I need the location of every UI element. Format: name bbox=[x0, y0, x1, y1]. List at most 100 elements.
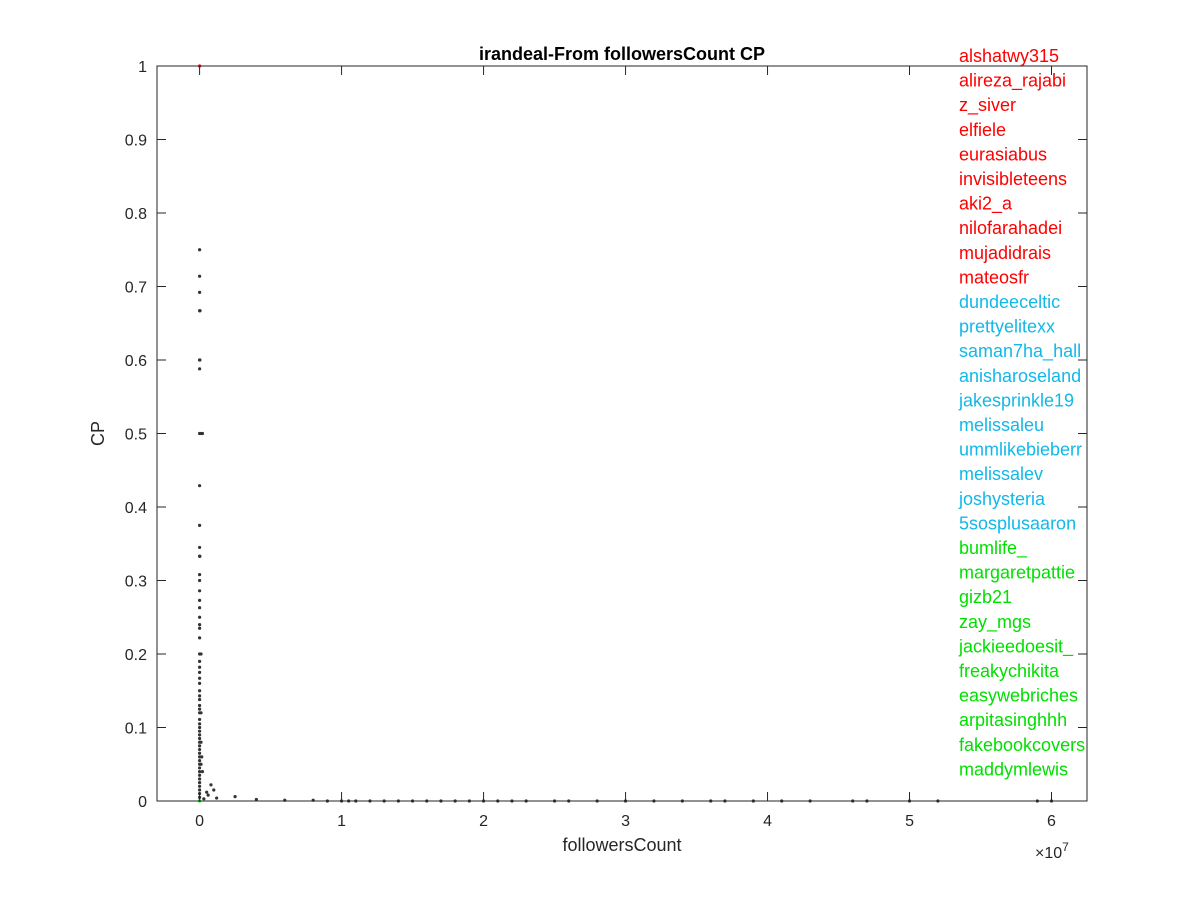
data-point bbox=[197, 573, 202, 577]
data-point bbox=[197, 248, 202, 252]
data-point bbox=[197, 676, 202, 680]
user-label: aki2_a bbox=[959, 194, 1013, 215]
user-label: prettyelitexx bbox=[959, 317, 1055, 337]
data-point bbox=[197, 681, 202, 686]
data-point bbox=[197, 274, 202, 278]
y-tick-label: 0.5 bbox=[125, 427, 147, 444]
data-point bbox=[197, 736, 202, 741]
x-tick-label: 6 bbox=[1047, 813, 1056, 830]
data-point bbox=[197, 773, 202, 777]
x-tick-label: 1 bbox=[337, 813, 346, 830]
user-label: bumlife_ bbox=[959, 538, 1028, 559]
data-point bbox=[197, 290, 202, 294]
data-point bbox=[206, 793, 210, 797]
user-label: arpitasinghhh bbox=[959, 710, 1067, 730]
y-axis-label: CP bbox=[88, 421, 108, 446]
user-label: gizb21 bbox=[959, 587, 1012, 607]
data-point bbox=[197, 626, 202, 630]
data-point bbox=[197, 670, 202, 674]
data-point bbox=[197, 689, 202, 693]
data-point bbox=[197, 781, 202, 785]
data-point bbox=[197, 636, 202, 640]
user-label: elfiele bbox=[959, 120, 1006, 140]
data-point bbox=[212, 788, 216, 792]
user-label: maddymlewis bbox=[959, 759, 1068, 779]
data-point bbox=[200, 431, 205, 436]
user-label: 5sosplusaaron bbox=[959, 513, 1076, 533]
user-label: alireza_rajabi bbox=[959, 71, 1066, 92]
data-point bbox=[202, 797, 206, 801]
user-label: anisharoseland bbox=[959, 366, 1081, 386]
data-point bbox=[200, 755, 204, 759]
x-tick-label: 0 bbox=[195, 813, 204, 830]
y-tick-label: 0.8 bbox=[125, 206, 147, 223]
data-point bbox=[197, 722, 202, 726]
data-point bbox=[199, 652, 203, 656]
data-point bbox=[197, 606, 202, 610]
data-point bbox=[197, 623, 202, 627]
data-point bbox=[205, 790, 209, 794]
data-point bbox=[197, 784, 202, 788]
user-label: dundeeceltic bbox=[959, 292, 1060, 312]
user-label: alshatwy315 bbox=[959, 46, 1059, 66]
y-tick-label: 0.6 bbox=[125, 353, 147, 370]
data-point bbox=[198, 554, 202, 558]
data-point bbox=[197, 770, 202, 774]
user-label: joshysteria bbox=[958, 489, 1046, 509]
user-label: saman7ha_hall bbox=[959, 341, 1081, 362]
user-label: melissalev bbox=[959, 464, 1043, 484]
data-point bbox=[197, 729, 202, 733]
user-label: mateosfr bbox=[959, 267, 1029, 287]
x-axis-label: followersCount bbox=[562, 835, 681, 855]
x-axis-scale-exponent: 7 bbox=[1062, 840, 1069, 854]
y-tick-label: 0 bbox=[138, 794, 147, 811]
data-point bbox=[199, 762, 203, 766]
x-tick-label: 3 bbox=[621, 813, 630, 830]
user-label: invisibleteens bbox=[959, 169, 1067, 189]
data-point bbox=[200, 770, 205, 774]
user-label: nilofarahadei bbox=[959, 218, 1062, 238]
data-point bbox=[197, 694, 202, 698]
data-point bbox=[197, 703, 202, 708]
data-point bbox=[197, 758, 202, 763]
chart-title: irandeal-From followersCount CP bbox=[479, 44, 765, 64]
data-point bbox=[198, 309, 202, 313]
y-tick-label: 0.4 bbox=[125, 500, 147, 517]
data-point bbox=[197, 598, 202, 602]
data-point bbox=[197, 659, 202, 663]
y-tick-label: 0.3 bbox=[125, 574, 147, 591]
y-tick-label: 0.1 bbox=[125, 721, 147, 738]
data-point bbox=[197, 523, 202, 527]
data-point bbox=[197, 777, 202, 781]
x-axis-scale-factor: ×107 bbox=[1035, 840, 1069, 862]
x-tick-label: 2 bbox=[479, 813, 488, 830]
data-point bbox=[197, 697, 202, 702]
data-point bbox=[197, 788, 202, 792]
y-tick-label: 0.9 bbox=[125, 133, 147, 150]
data-point bbox=[199, 711, 203, 715]
y-axis: 0 0.1 0.2 0.3 0.4 0.5 0.6 0.7 0.8 0.9 1 bbox=[125, 59, 1087, 811]
data-point bbox=[199, 740, 203, 744]
data-point bbox=[197, 484, 202, 488]
x-tick-label: 5 bbox=[905, 813, 914, 830]
data-points bbox=[197, 64, 1054, 803]
data-point bbox=[209, 783, 213, 787]
data-point bbox=[197, 747, 202, 752]
y-tick-label: 0.7 bbox=[125, 280, 147, 297]
user-label: melissaleu bbox=[959, 415, 1044, 435]
data-point bbox=[215, 796, 219, 800]
data-point bbox=[197, 665, 202, 669]
data-point bbox=[197, 751, 202, 755]
user-label: fakebookcovers bbox=[959, 735, 1085, 755]
x-tick-label: 4 bbox=[763, 813, 772, 830]
user-label: freakychikita bbox=[959, 661, 1060, 681]
x-axis: 0 1 2 3 4 5 6 bbox=[195, 66, 1056, 830]
y-tick-label: 0.2 bbox=[125, 647, 147, 664]
data-point bbox=[233, 794, 237, 799]
user-label: eurasiabus bbox=[959, 144, 1047, 164]
plot-area bbox=[157, 66, 1087, 801]
data-point bbox=[197, 367, 202, 371]
user-label: jackieedoesit_ bbox=[958, 636, 1074, 657]
